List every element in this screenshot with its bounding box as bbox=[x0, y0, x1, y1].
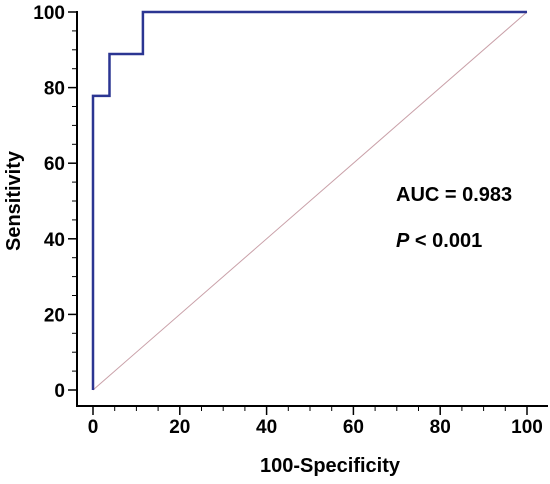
p-value-text: < 0.001 bbox=[409, 230, 482, 252]
y-axis-title: Sensitivity bbox=[3, 150, 25, 251]
y-tick-label: 100 bbox=[33, 3, 65, 24]
plot-area bbox=[91, 10, 528, 391]
x-tick-label: 0 bbox=[88, 417, 99, 438]
y-tick-label: 80 bbox=[44, 79, 65, 100]
y-tick-label: 60 bbox=[44, 154, 65, 175]
axes: 0 20 40 60 80 100 0 20 40 60 80 100 bbox=[33, 3, 548, 438]
x-tick-label: 80 bbox=[430, 417, 451, 438]
y-tick-label: 20 bbox=[44, 305, 65, 326]
roc-curve-line bbox=[91, 10, 527, 390]
y-tick-label: 40 bbox=[44, 230, 65, 251]
x-tick-label: 60 bbox=[343, 417, 364, 438]
x-tick-label: 100 bbox=[511, 417, 543, 438]
reference-diagonal-line bbox=[92, 11, 528, 391]
x-axis-title: 100-Specificity bbox=[260, 455, 401, 477]
x-tick-label: 20 bbox=[169, 417, 190, 438]
y-tick-label: 0 bbox=[54, 381, 65, 402]
p-italic: P bbox=[396, 230, 410, 252]
auc-annotation: AUC = 0.983 bbox=[396, 184, 512, 206]
p-value-annotation: P < 0.001 bbox=[396, 230, 482, 252]
x-tick-label: 40 bbox=[256, 417, 277, 438]
